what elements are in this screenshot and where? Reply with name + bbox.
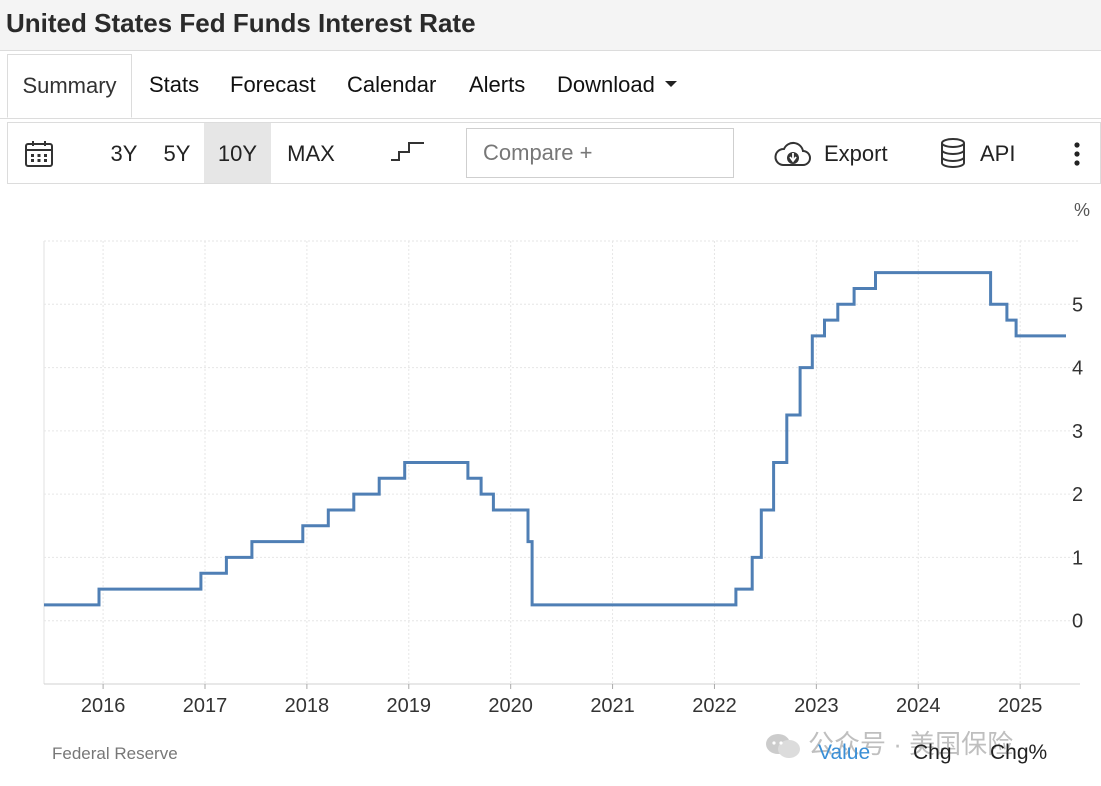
vertical-dots-icon[interactable] xyxy=(1071,141,1083,172)
y-tick-label: 4 xyxy=(1072,358,1083,380)
y-tick-label: 2 xyxy=(1072,484,1083,506)
y-tick-label: 0 xyxy=(1072,611,1083,633)
tab-download[interactable]: Download xyxy=(557,54,677,118)
x-tick-label: 2017 xyxy=(183,695,228,717)
chat-bubbles-icon xyxy=(764,732,802,760)
series-line xyxy=(44,271,1066,607)
x-tick-label: 2018 xyxy=(285,695,330,717)
x-tick-label: 2023 xyxy=(794,695,839,717)
export-button[interactable]: Export xyxy=(824,141,888,166)
compare-input[interactable] xyxy=(466,128,734,178)
title-bar: United States Fed Funds Interest Rate xyxy=(0,0,1101,51)
x-tick-label: 2020 xyxy=(488,695,533,717)
step-line-icon[interactable] xyxy=(390,139,426,168)
api-button[interactable]: API xyxy=(980,141,1016,166)
y-tick-label: 5 xyxy=(1072,294,1083,316)
x-tick-label: 2019 xyxy=(387,695,432,717)
chart-area: 0 1 2 3 4 5% 2016 2017 2018 2019 2020 2021 2022 2023 2… xyxy=(0,186,1101,786)
range-3y-button[interactable]: 3Y xyxy=(110,141,138,166)
page-title: United States Fed Funds Interest Rate xyxy=(6,8,476,38)
rate-chart: 0 1 2 3 4 5% 2016 2017 2018 2019 2020 2021 2022 2023 2… xyxy=(43,200,1090,717)
database-icon[interactable] xyxy=(939,137,967,174)
x-tick-label: 2022 xyxy=(692,695,737,717)
value-toggle[interactable]: Value xyxy=(818,741,871,764)
chg-toggle[interactable]: Chg xyxy=(913,741,952,764)
y-unit-label: % xyxy=(1074,200,1090,220)
watermark: 公众号 · 美国保险 xyxy=(764,724,1013,761)
y-tick-label: 3 xyxy=(1072,421,1083,443)
tab-bar: Summary Stats Forecast Calendar Alerts D… xyxy=(0,54,1101,119)
x-tick-label: 2025 xyxy=(998,695,1043,717)
tab-forecast[interactable]: Forecast xyxy=(230,72,316,97)
x-tick-label: 2016 xyxy=(81,695,126,717)
chart-toolbar: 3Y 5Y 10Y MAX Export API xyxy=(7,122,1101,184)
tab-calendar[interactable]: Calendar xyxy=(347,72,437,97)
cloud-download-icon[interactable] xyxy=(774,141,812,174)
x-tick-label: 2021 xyxy=(590,695,635,717)
range-10y-button[interactable]: 10Y xyxy=(204,123,271,183)
tab-alerts[interactable]: Alerts xyxy=(469,72,526,97)
tab-download-label: Download xyxy=(557,72,655,97)
calendar-icon[interactable] xyxy=(24,139,54,174)
tab-stats[interactable]: Stats xyxy=(149,72,200,97)
tab-summary[interactable]: Summary xyxy=(7,54,132,118)
range-max-button[interactable]: MAX xyxy=(287,141,335,166)
range-5y-button[interactable]: 5Y xyxy=(163,141,191,166)
y-tick-label: 1 xyxy=(1072,547,1083,569)
source-label: Federal Reserve xyxy=(52,744,178,763)
watermark-text: 公众号 · 美国保险 xyxy=(808,729,1014,759)
x-tick-label: 2024 xyxy=(896,695,941,717)
chevron-down-icon xyxy=(664,81,677,88)
chg-percent-toggle[interactable]: Chg% xyxy=(990,741,1048,764)
